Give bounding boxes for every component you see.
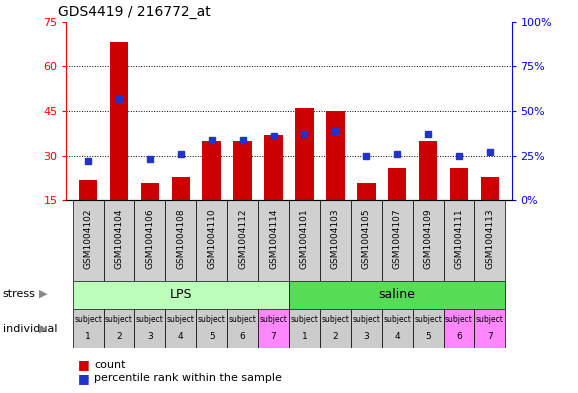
- Text: subject: subject: [167, 315, 195, 324]
- Text: GSM1004113: GSM1004113: [486, 209, 494, 270]
- Bar: [295, 108, 314, 200]
- Bar: [140, 182, 159, 200]
- Text: 4: 4: [178, 332, 184, 341]
- Text: subject: subject: [476, 315, 504, 324]
- Text: ▶: ▶: [39, 289, 48, 299]
- Bar: [197, 309, 227, 348]
- Text: ■: ■: [78, 358, 90, 371]
- Bar: [475, 309, 505, 348]
- Text: 3: 3: [364, 332, 369, 341]
- Bar: [419, 141, 438, 200]
- FancyBboxPatch shape: [165, 200, 197, 281]
- Bar: [73, 281, 289, 309]
- Text: subject: subject: [383, 315, 411, 324]
- FancyBboxPatch shape: [103, 200, 135, 281]
- Bar: [73, 309, 103, 348]
- Text: subject: subject: [229, 315, 257, 324]
- Text: subject: subject: [260, 315, 287, 324]
- Text: saline: saline: [379, 288, 416, 301]
- FancyBboxPatch shape: [443, 200, 475, 281]
- FancyBboxPatch shape: [351, 200, 381, 281]
- Bar: [289, 281, 505, 309]
- FancyBboxPatch shape: [227, 200, 258, 281]
- Text: 5: 5: [209, 332, 214, 341]
- Bar: [450, 168, 468, 200]
- Text: subject: subject: [74, 315, 102, 324]
- Text: GSM1004107: GSM1004107: [392, 209, 402, 270]
- Text: stress: stress: [3, 289, 36, 299]
- Bar: [413, 309, 443, 348]
- FancyBboxPatch shape: [320, 200, 351, 281]
- Bar: [381, 309, 413, 348]
- Text: 7: 7: [487, 332, 493, 341]
- Text: subject: subject: [445, 315, 473, 324]
- Text: 6: 6: [240, 332, 246, 341]
- Text: count: count: [94, 360, 125, 370]
- Bar: [357, 182, 376, 200]
- Text: 3: 3: [147, 332, 153, 341]
- Text: GSM1004102: GSM1004102: [84, 209, 92, 269]
- Bar: [320, 309, 351, 348]
- Bar: [388, 168, 406, 200]
- Bar: [326, 111, 344, 200]
- Text: 2: 2: [116, 332, 122, 341]
- FancyBboxPatch shape: [475, 200, 505, 281]
- Bar: [227, 309, 258, 348]
- Text: GDS4419 / 216772_at: GDS4419 / 216772_at: [58, 5, 210, 19]
- Text: 5: 5: [425, 332, 431, 341]
- Bar: [481, 176, 499, 200]
- Bar: [110, 42, 128, 200]
- Bar: [443, 309, 475, 348]
- Bar: [202, 141, 221, 200]
- FancyBboxPatch shape: [413, 200, 443, 281]
- Text: LPS: LPS: [169, 288, 192, 301]
- Bar: [258, 309, 289, 348]
- Bar: [351, 309, 381, 348]
- Text: GSM1004112: GSM1004112: [238, 209, 247, 269]
- Bar: [234, 141, 252, 200]
- Text: subject: subject: [198, 315, 225, 324]
- Text: 6: 6: [456, 332, 462, 341]
- Text: subject: subject: [105, 315, 133, 324]
- Bar: [172, 176, 190, 200]
- Text: GSM1004106: GSM1004106: [146, 209, 154, 270]
- Text: GSM1004114: GSM1004114: [269, 209, 278, 269]
- FancyBboxPatch shape: [197, 200, 227, 281]
- Text: 1: 1: [85, 332, 91, 341]
- Text: subject: subject: [353, 315, 380, 324]
- Text: 1: 1: [302, 332, 307, 341]
- Text: GSM1004104: GSM1004104: [114, 209, 124, 269]
- FancyBboxPatch shape: [73, 200, 103, 281]
- Text: 2: 2: [332, 332, 338, 341]
- Text: individual: individual: [3, 324, 57, 334]
- Text: GSM1004103: GSM1004103: [331, 209, 340, 270]
- Text: ■: ■: [78, 371, 90, 385]
- Bar: [165, 309, 197, 348]
- Bar: [103, 309, 135, 348]
- Bar: [79, 180, 97, 200]
- FancyBboxPatch shape: [258, 200, 289, 281]
- Text: GSM1004108: GSM1004108: [176, 209, 186, 270]
- FancyBboxPatch shape: [381, 200, 413, 281]
- Bar: [264, 135, 283, 200]
- Text: subject: subject: [321, 315, 349, 324]
- Bar: [289, 309, 320, 348]
- Text: subject: subject: [136, 315, 164, 324]
- Text: subject: subject: [291, 315, 318, 324]
- Text: GSM1004101: GSM1004101: [300, 209, 309, 270]
- Bar: [135, 309, 165, 348]
- Text: GSM1004110: GSM1004110: [208, 209, 216, 270]
- Text: percentile rank within the sample: percentile rank within the sample: [94, 373, 282, 383]
- Text: GSM1004105: GSM1004105: [362, 209, 370, 270]
- FancyBboxPatch shape: [135, 200, 165, 281]
- Text: ▶: ▶: [39, 324, 48, 334]
- Text: GSM1004109: GSM1004109: [424, 209, 432, 270]
- Text: GSM1004111: GSM1004111: [454, 209, 464, 270]
- FancyBboxPatch shape: [289, 200, 320, 281]
- Text: subject: subject: [414, 315, 442, 324]
- Text: 7: 7: [271, 332, 276, 341]
- Text: 4: 4: [394, 332, 400, 341]
